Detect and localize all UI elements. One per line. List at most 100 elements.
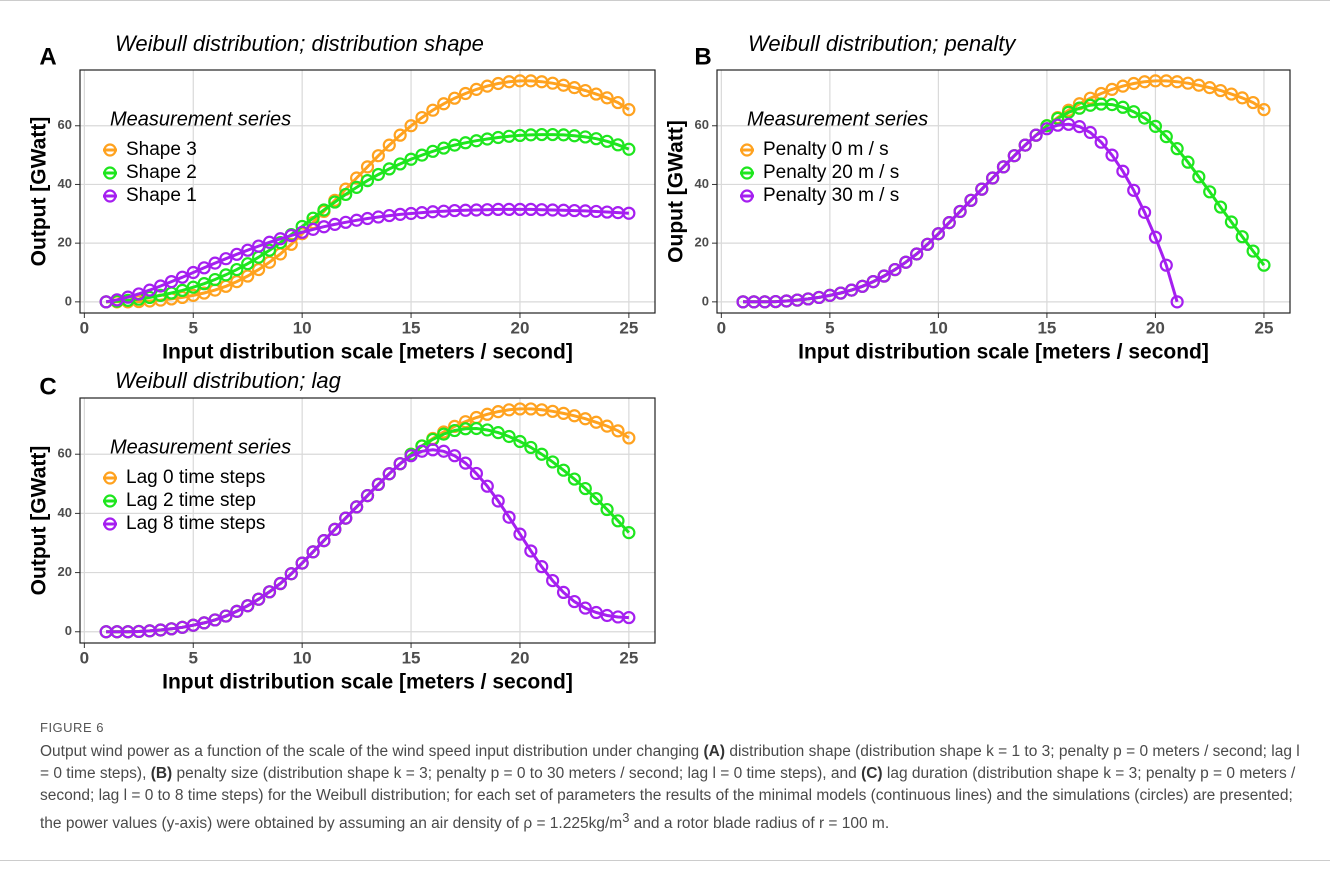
data-point (404, 152, 418, 166)
panel-label: A (39, 43, 56, 70)
data-point (241, 257, 255, 271)
y-axis-label: Output [GWatt] (28, 446, 51, 596)
legend-label: Shape 1 (126, 185, 197, 206)
data-point (877, 269, 891, 283)
data-point (197, 261, 211, 275)
plot-area (80, 70, 655, 313)
data-point (975, 182, 989, 196)
data-point (404, 449, 418, 463)
data-point (622, 142, 636, 156)
data-point (1170, 142, 1184, 156)
series-line (106, 133, 630, 304)
data-point (448, 91, 462, 105)
chart-title: Weibull distribution; lag (115, 368, 342, 393)
y-axis-label: Output [GWatt] (28, 117, 51, 267)
data-point (910, 247, 924, 261)
data-point (622, 103, 636, 117)
data-point (393, 157, 407, 171)
data-point (600, 419, 614, 433)
data-point (458, 456, 473, 470)
data-point (262, 243, 277, 257)
data-point (350, 500, 364, 514)
y-tick-label: 0 (702, 293, 709, 308)
data-point (415, 148, 429, 162)
panel-label: B (694, 43, 711, 70)
y-tick-label: 60 (695, 117, 709, 132)
x-tick-label: 15 (1037, 318, 1056, 337)
data-point (611, 424, 625, 438)
data-point (1148, 119, 1163, 133)
data-point (328, 522, 342, 536)
legend-label: Penalty 30 m / s (763, 185, 899, 206)
data-point (888, 262, 902, 277)
data-point (1246, 244, 1260, 258)
data-point (208, 272, 222, 287)
series-line (105, 207, 629, 304)
figure: A Weibull distribution; distribution shap… (0, 0, 1330, 694)
series-line (106, 448, 629, 634)
data-point (964, 193, 978, 207)
legend-title: Measurement series (110, 108, 291, 130)
x-tick-label: 25 (619, 648, 638, 667)
data-point (241, 269, 255, 283)
data-point (920, 237, 935, 251)
data-point (284, 567, 298, 581)
data-point (622, 206, 636, 220)
data-point (360, 489, 375, 503)
y-tick-label: 40 (58, 176, 72, 191)
x-tick-label: 20 (511, 318, 530, 337)
data-point (251, 592, 266, 606)
data-point (360, 160, 375, 174)
legend-swatch (740, 189, 754, 203)
data-point (1257, 103, 1271, 117)
data-point (1257, 258, 1271, 272)
y-tick-label: 0 (65, 623, 72, 638)
data-point (175, 270, 189, 284)
x-axis-label: Input distribution scale [meters / secon… (798, 341, 1209, 364)
legend-swatch (103, 517, 117, 531)
data-point (953, 204, 967, 219)
data-point (219, 252, 233, 266)
caption-part: penalty size (distribution shape k = 3; … (172, 765, 862, 782)
data-point (1083, 125, 1097, 140)
data-point (251, 262, 266, 277)
data-point (350, 180, 364, 194)
x-tick-label: 20 (511, 648, 530, 667)
panel-label: C (39, 373, 56, 400)
data-point (219, 609, 233, 623)
data-point (502, 429, 516, 444)
data-point (589, 492, 603, 506)
data-point (241, 599, 255, 613)
legend-swatch (103, 471, 117, 485)
data-point (578, 481, 592, 496)
caption-part: (B) (150, 765, 173, 782)
legend-swatch (103, 189, 117, 203)
legend-label: Shape 2 (126, 162, 197, 183)
data-point (600, 91, 614, 105)
y-tick-label: 20 (695, 235, 709, 250)
data-point (1181, 155, 1195, 169)
data-point (611, 514, 625, 528)
data-point (360, 174, 375, 188)
plot-border (716, 69, 1291, 314)
y-axis-label: Ouput [GWatt] (665, 120, 688, 263)
data-point (262, 585, 277, 599)
data-point (197, 277, 211, 291)
data-point (426, 103, 440, 117)
data-point (899, 255, 913, 269)
legend-label: Lag 0 time steps (126, 467, 265, 488)
data-point (1235, 91, 1249, 105)
data-point (1213, 200, 1228, 214)
data-point (317, 534, 331, 548)
legend-swatch (740, 143, 754, 157)
data-point (866, 274, 880, 289)
data-point (589, 415, 603, 429)
caption-part: (C) (861, 765, 883, 782)
data-point (230, 247, 244, 261)
data-point (1235, 230, 1249, 244)
data-point (535, 447, 549, 461)
data-point (535, 560, 549, 574)
x-tick-label: 25 (1254, 318, 1273, 337)
plot-border (79, 397, 656, 644)
data-point (1127, 105, 1141, 119)
